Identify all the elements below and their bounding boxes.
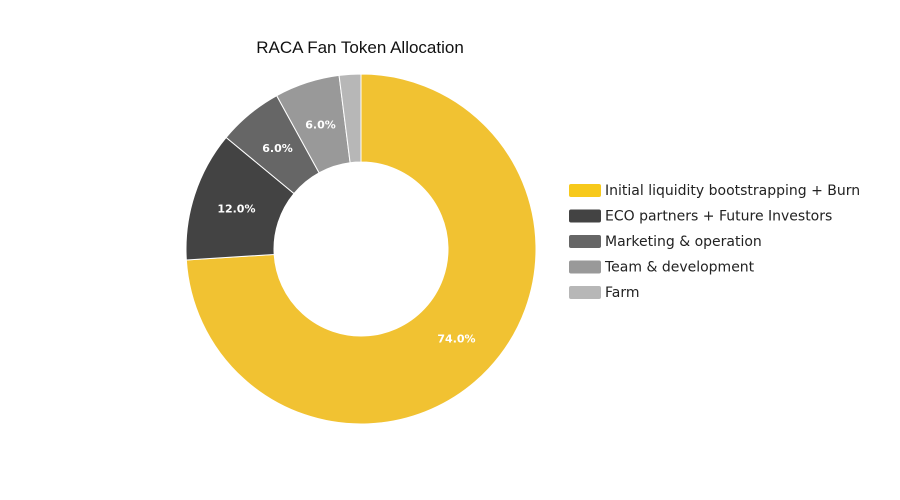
- slice-label-eco-partners-future-investors: 12.0%: [217, 203, 255, 216]
- slice-label-initial-liquidity-bootstrapping-burn: 74.0%: [437, 333, 475, 346]
- slice-label-marketing-operation: 6.0%: [262, 142, 293, 155]
- legend-item-eco-partners-future-investors[interactable]: ECO partners + Future Investors: [569, 209, 832, 225]
- legend-label: Marketing & operation: [605, 234, 762, 250]
- legend-item-team-development[interactable]: Team & development: [569, 260, 755, 276]
- legend-item-initial-liquidity-bootstrapping-burn[interactable]: Initial liquidity bootstrapping + Burn: [569, 183, 860, 199]
- legend-item-marketing-operation[interactable]: Marketing & operation: [569, 234, 762, 250]
- slice-initial-liquidity-bootstrapping-burn[interactable]: [185, 73, 537, 425]
- chart-title: RACA Fan Token Allocation: [256, 38, 464, 57]
- slice-farm[interactable]: [338, 73, 362, 164]
- legend-swatch: [569, 209, 601, 223]
- legend-label: Farm: [605, 285, 640, 301]
- legend-item-farm[interactable]: Farm: [569, 285, 640, 301]
- legend-swatch: [569, 184, 601, 197]
- legend-swatch: [569, 286, 601, 299]
- legend-label: ECO partners + Future Investors: [605, 209, 832, 225]
- legend-swatch: [569, 235, 601, 248]
- slice-label-team-development: 6.0%: [305, 118, 336, 131]
- legend-label: Initial liquidity bootstrapping + Burn: [605, 183, 860, 199]
- slice-labels-group: 74.0% 12.0% 6.0% 6.0%: [217, 118, 475, 345]
- legend: Initial liquidity bootstrapping + Burn EC…: [569, 183, 860, 301]
- legend-label: Team & development: [604, 260, 755, 276]
- legend-swatch: [569, 260, 601, 274]
- slices-group: [185, 73, 537, 425]
